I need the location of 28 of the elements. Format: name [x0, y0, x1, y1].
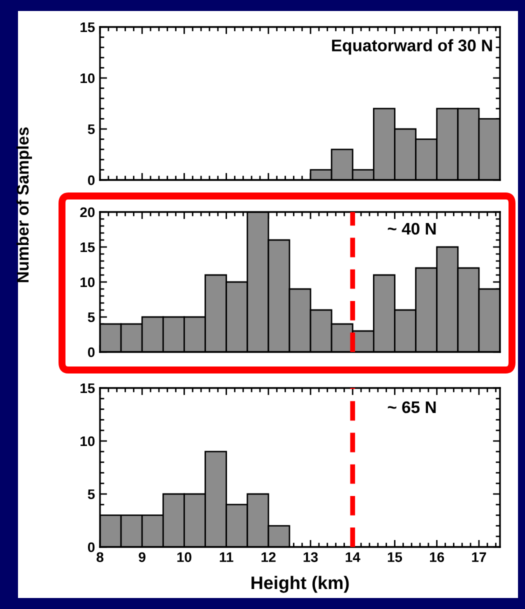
y-tick-label: 5 [88, 489, 95, 500]
x-tick-label: 9 [138, 552, 146, 562]
x-tick-label: 14 [346, 552, 360, 562]
y-axis-title: Number of Samples [16, 127, 32, 282]
y-tick-label: 15 [80, 242, 95, 252]
y-tick-label: 15 [80, 22, 95, 32]
x-tick-label: 17 [472, 552, 486, 562]
x-tick-label: 13 [304, 552, 318, 562]
x-tick-label: 8 [96, 552, 104, 562]
annotation: Equatorward of 30 N [332, 39, 492, 55]
x-tick-label: 11 [220, 552, 234, 562]
x-tick-label: 10 [177, 552, 192, 562]
y-tick-label: 5 [88, 124, 95, 134]
x-axis-title: Height (km) [252, 576, 349, 593]
y-tick-label: 20 [80, 207, 95, 218]
x-tick-label: 15 [388, 552, 402, 562]
y-tick-label: 15 [80, 383, 95, 394]
x-tick-label: 12 [262, 552, 276, 562]
annotation: ~ 40 N [388, 222, 436, 235]
y-tick-label: 10 [80, 73, 95, 84]
y-tick-label: 0 [88, 347, 95, 358]
y-tick-label: 5 [88, 312, 95, 322]
y-tick-label: 0 [88, 542, 95, 552]
annotation: ~ 65 N [388, 401, 436, 414]
y-tick-label: 10 [80, 436, 95, 446]
x-tick-label: 16 [430, 552, 444, 562]
y-tick-label: 10 [80, 277, 95, 288]
y-tick-label: 0 [88, 175, 95, 186]
